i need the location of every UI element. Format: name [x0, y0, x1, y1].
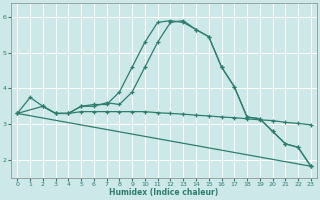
- X-axis label: Humidex (Indice chaleur): Humidex (Indice chaleur): [109, 188, 219, 197]
